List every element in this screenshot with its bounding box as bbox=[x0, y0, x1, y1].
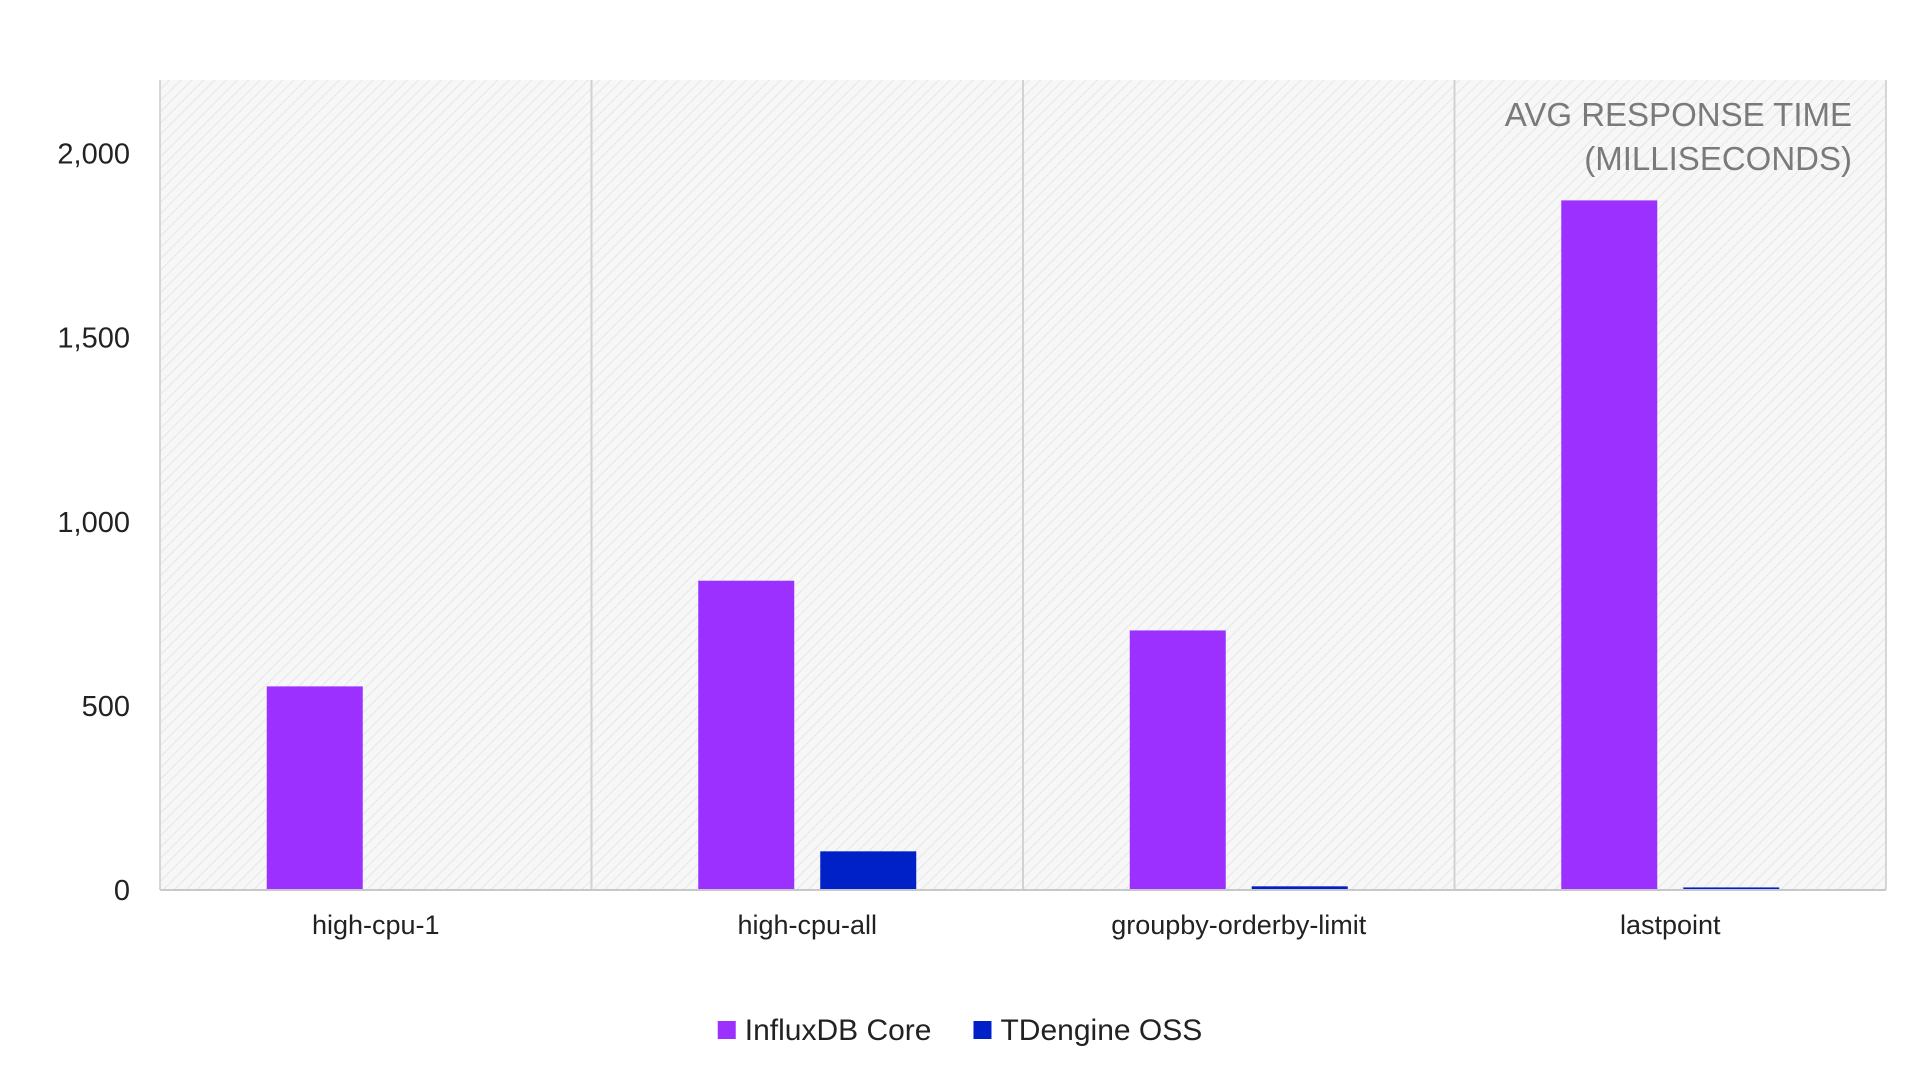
bar-influxdb-core bbox=[698, 580, 795, 890]
y-axis-ticks: 0 500 1,000 1,500 2,000 bbox=[57, 139, 130, 907]
x-category-label: groupby-orderby-limit bbox=[1111, 910, 1367, 940]
bar-influxdb-core bbox=[1129, 630, 1226, 890]
x-category-label: high-cpu-all bbox=[737, 910, 877, 940]
x-axis-labels: high-cpu-1 high-cpu-all groupby-orderby-li… bbox=[312, 910, 1721, 940]
chart-title-line-2: (MILLISECONDS) bbox=[1584, 140, 1852, 177]
bar-influxdb-core bbox=[1561, 200, 1658, 891]
y-tick-label: 2,000 bbox=[57, 139, 130, 171]
legend-label-tdengine-oss: TDengine OSS bbox=[1000, 1014, 1202, 1047]
category-separators bbox=[590, 80, 1456, 890]
y-tick-label: 1,000 bbox=[57, 507, 130, 539]
y-tick-label: 0 bbox=[114, 875, 130, 907]
y-tick-label: 1,500 bbox=[57, 323, 130, 355]
x-category-label: high-cpu-1 bbox=[312, 910, 440, 940]
x-category-label: lastpoint bbox=[1620, 910, 1721, 940]
bar-tdengine-oss bbox=[1251, 886, 1348, 890]
legend-swatch-tdengine-oss bbox=[973, 1021, 992, 1039]
bar-tdengine-oss bbox=[1683, 887, 1780, 890]
y-tick-label: 500 bbox=[82, 691, 130, 723]
legend-label-influxdb-core: InfluxDB Core bbox=[745, 1014, 932, 1047]
bar-tdengine-oss bbox=[820, 851, 917, 890]
legend: InfluxDB Core TDengine OSS bbox=[717, 1014, 1202, 1047]
legend-swatch-influxdb-core bbox=[717, 1021, 736, 1039]
chart-title-line-1: AVG RESPONSE TIME bbox=[1505, 96, 1852, 133]
bars bbox=[266, 200, 1780, 891]
bar-influxdb-core bbox=[266, 686, 363, 890]
